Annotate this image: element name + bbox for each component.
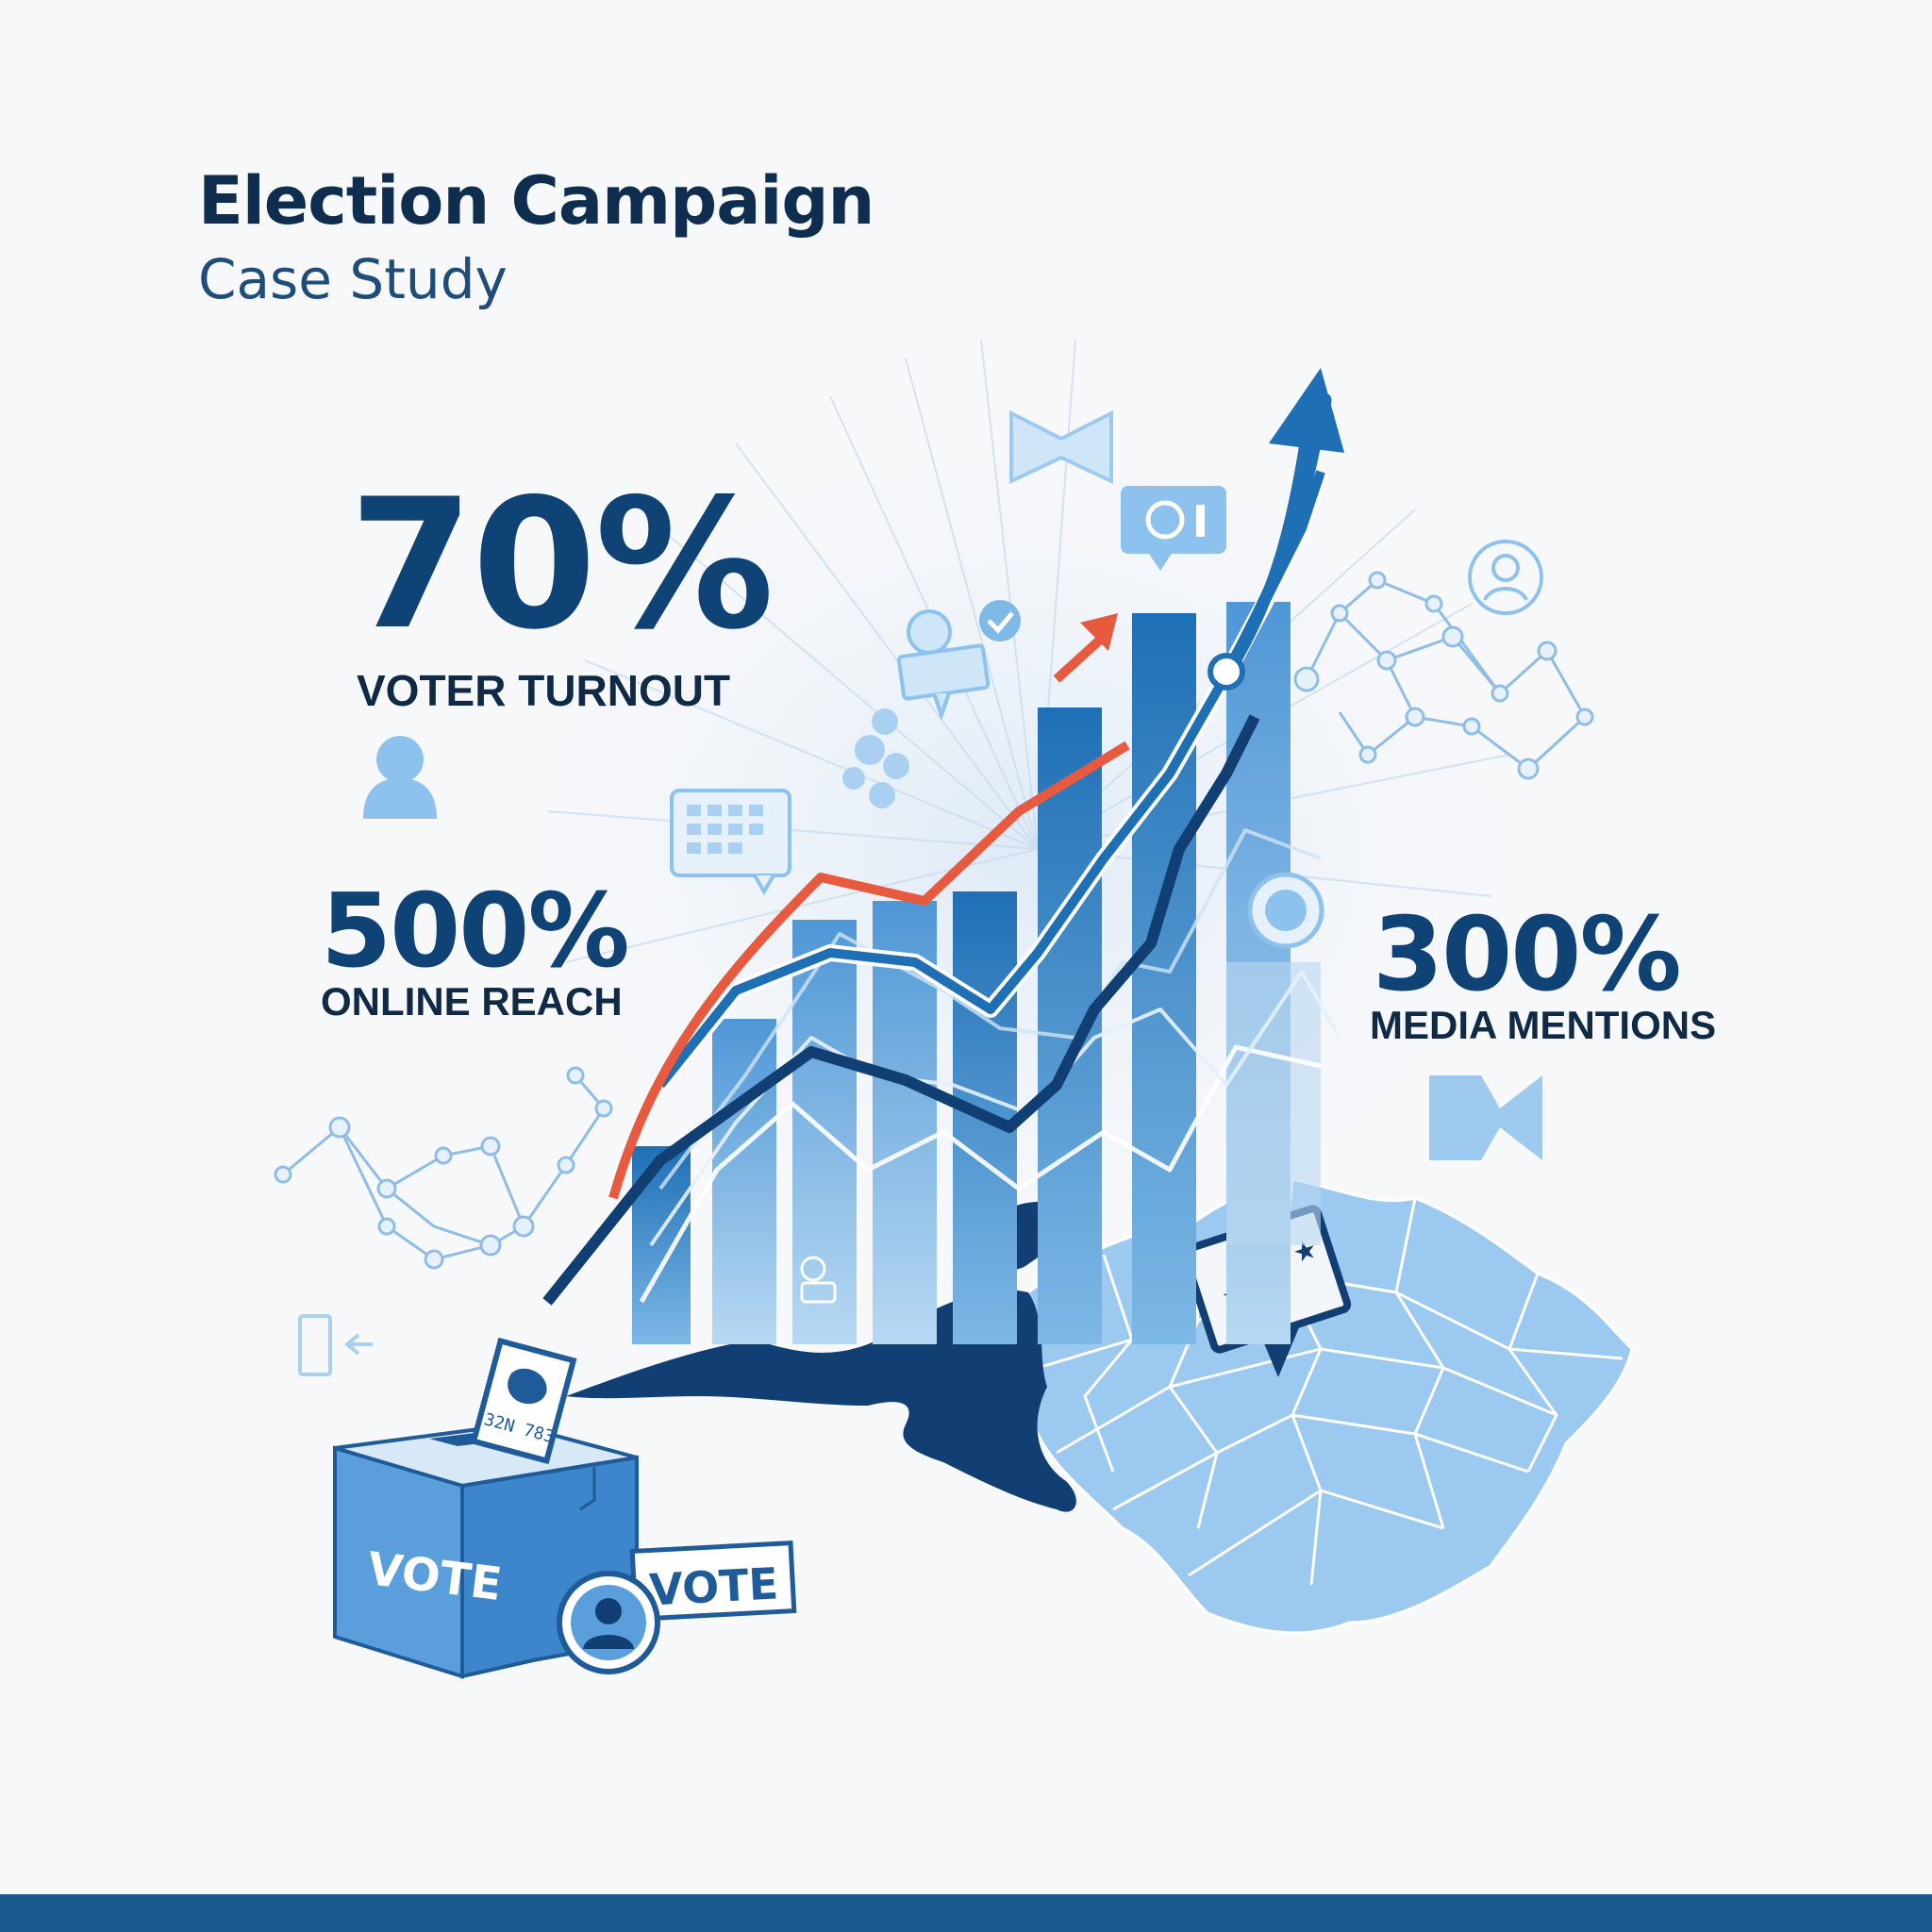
trend-arrow-icon [1080,613,1118,651]
stat-media-mentions-label: MEDIA MENTIONS [1370,1003,1717,1047]
stat-online-reach-value: 500% [321,873,630,991]
vote-sign-label: VOTE [648,1557,779,1615]
stat-online-reach-label: ONLINE REACH [321,979,623,1024]
trend-arrow-icon [608,741,1130,1200]
user-icon [1468,540,1543,615]
checkmark-icon [979,600,1021,641]
trend-arrow-icon [1230,433,1312,663]
trend-line [542,714,1260,1306]
user-icon [800,1256,837,1304]
ballot-paper [470,1337,577,1465]
avatar [557,1571,660,1674]
page-subtitle: Case Study [198,247,508,311]
stat-voter-turnout-label: VOTER TURNOUT [357,666,731,715]
network-icon [1293,571,1594,780]
user-icon [842,708,909,808]
megaphone-icon [1429,1075,1542,1160]
location-pin-icon [896,609,991,722]
trend-point [1208,653,1245,691]
login-icon [298,1314,373,1376]
megaphone-icon [1009,409,1113,485]
bar [1132,613,1196,1344]
badge-icon [1247,872,1324,949]
bar [1226,962,1321,1245]
user-icon [363,736,437,819]
trend-arrow-icon [1269,368,1344,453]
stat-voter-turnout-value: 70% [349,460,774,669]
page-title: Election Campaign [198,162,874,240]
bar [712,1019,776,1344]
stat-media-mentions-value: 300% [1373,896,1682,1014]
footer-bar [0,1894,1932,1932]
chat-bubble-icon [1121,486,1226,571]
calendar-icon [670,789,791,895]
network-icon [274,1066,613,1270]
